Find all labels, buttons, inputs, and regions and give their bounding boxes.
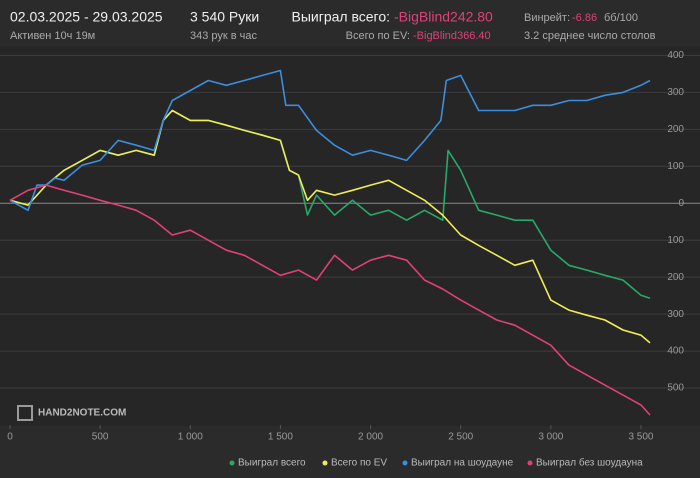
x-tick-label: 0 <box>7 432 13 443</box>
legend-marker <box>229 460 235 466</box>
y-tick-label: 100 <box>667 235 684 246</box>
legend-label: Выиграл на шоудауне <box>411 458 514 469</box>
legend-marker <box>402 460 408 466</box>
ev-label: Всего по EV: <box>346 30 410 42</box>
legend-label: Выиграл всего <box>238 458 306 469</box>
y-tick-label: 500 <box>667 383 684 394</box>
winrate-value: -6.86 <box>572 12 597 24</box>
legend-marker <box>322 460 328 466</box>
y-tick-label: 200 <box>667 272 684 283</box>
period: 02.03.2025 - 29.03.2025 <box>10 9 163 25</box>
y-tick-label: 300 <box>667 309 684 320</box>
plot-area <box>0 46 700 426</box>
x-tick-label: 3 500 <box>628 432 653 443</box>
legend-label: Всего по EV <box>331 458 387 469</box>
legend-marker <box>527 460 533 466</box>
y-tick-label: 300 <box>667 87 684 98</box>
y-tick-label: 100 <box>667 161 684 172</box>
y-tick-label: 400 <box>667 50 684 61</box>
series-line <box>9 69 651 212</box>
tables: 3.2 среднее число столов <box>524 30 656 42</box>
legend-label: Выиграл без шоудауна <box>536 457 643 469</box>
y-tick-label: 400 <box>667 346 684 357</box>
y-tick-label: 0 <box>678 198 684 209</box>
y-tick-label: 200 <box>667 124 684 135</box>
ev-value: -BigBlind366.40 <box>413 30 491 42</box>
series-line <box>9 184 651 416</box>
x-tick-label: 2 500 <box>448 432 473 443</box>
hands-per-hour: 343 рук в час <box>190 30 258 42</box>
winrate-label: Винрейт: <box>524 12 570 24</box>
active: Активен 10ч 19м <box>10 30 95 42</box>
x-tick-label: 1 500 <box>268 432 293 443</box>
series-line <box>9 109 651 344</box>
winrate-unit: бб/100 <box>604 12 638 24</box>
logo: HAND2NOTE.COM <box>38 408 126 419</box>
x-tick-label: 3 000 <box>538 432 563 443</box>
logo-icon <box>17 405 33 421</box>
x-tick-label: 1 000 <box>178 432 203 443</box>
x-tick-label: 500 <box>92 432 109 443</box>
hands: 3 540 Руки <box>190 9 259 25</box>
won-label: Выиграл всего: <box>292 9 391 25</box>
won-value: -BigBlind242.80 <box>394 9 493 25</box>
x-tick-label: 2 000 <box>358 432 383 443</box>
